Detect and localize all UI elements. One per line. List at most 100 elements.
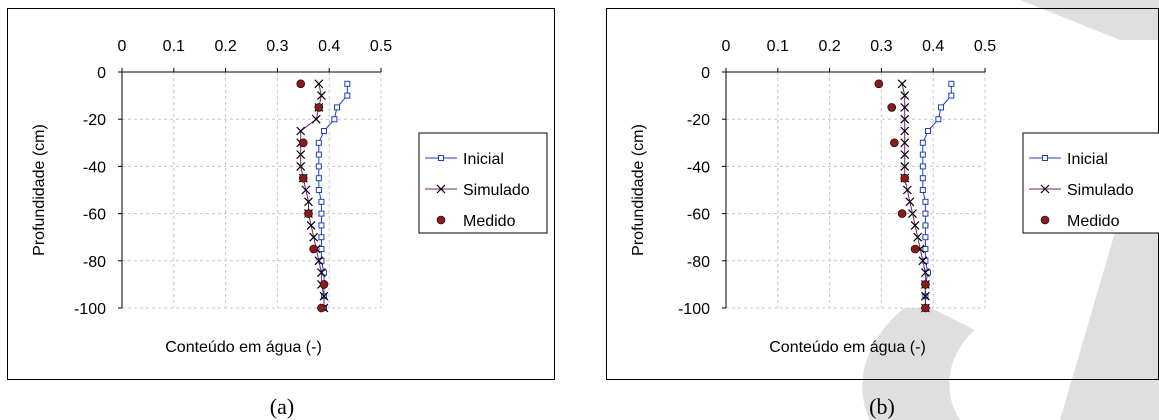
x-tick-label: 0: [722, 38, 731, 55]
data-point: [935, 116, 942, 123]
series-medido: [874, 79, 930, 313]
data-point: [890, 138, 899, 148]
x-tick-label: 0: [118, 38, 127, 55]
data-point: [318, 198, 325, 205]
data-point: [344, 92, 351, 99]
data-point: [333, 104, 340, 111]
x-tick-label: 0.1: [767, 38, 789, 55]
figure-caption: (b): [869, 394, 895, 419]
data-point: [913, 232, 923, 242]
data-point: [910, 220, 920, 230]
data-point: [296, 126, 306, 136]
legend: Inicial Simulado Medido: [418, 132, 548, 234]
data-point: [900, 173, 910, 183]
data-point: [318, 210, 325, 217]
data-point: [301, 185, 311, 195]
figure-caption: (a): [270, 394, 294, 419]
series-inicial: [315, 80, 351, 311]
data-point: [887, 103, 897, 112]
y-tick-label: -100: [74, 301, 106, 318]
legend: Inicial Simulado Medido: [1022, 132, 1159, 234]
legend-marker: [436, 184, 446, 194]
legend-label: Inicial: [463, 151, 504, 168]
legend-label: Simulado: [463, 182, 530, 199]
x-tick-label: 0.4: [922, 38, 944, 55]
y-tick-label: -80: [83, 254, 106, 271]
data-point: [304, 209, 313, 218]
data-point: [314, 103, 324, 112]
data-point: [315, 163, 322, 170]
data-point: [900, 138, 910, 148]
data-point: [921, 291, 930, 301]
data-point: [908, 209, 917, 219]
data-point: [918, 256, 928, 266]
data-point: [919, 187, 926, 193]
data-point: [919, 175, 926, 182]
data-point: [897, 79, 907, 89]
data-point: [921, 268, 930, 278]
data-point: [304, 197, 313, 207]
data-point: [902, 185, 912, 195]
x-tick-label: 0.5: [370, 38, 392, 55]
data-point: [309, 244, 318, 254]
data-point: [937, 104, 944, 111]
y-tick-label: 0: [701, 65, 710, 82]
y-tick-label: -60: [83, 207, 106, 224]
data-point: [948, 92, 955, 99]
plot-area: [122, 72, 381, 308]
data-point: [900, 91, 910, 101]
data-point: [315, 139, 322, 146]
watermark: [862, 0, 1159, 420]
data-point: [900, 150, 910, 160]
data-point: [311, 114, 321, 124]
data-point: [922, 234, 929, 241]
data-point: [919, 139, 926, 146]
y-axis-label: Profundidade (cm): [630, 124, 647, 256]
x-tick-label: 0.3: [870, 38, 892, 55]
data-point: [319, 291, 329, 301]
data-point: [306, 220, 316, 230]
data-point: [318, 234, 325, 241]
data-point: [331, 116, 338, 123]
x-tick-label: 0.5: [974, 38, 996, 55]
data-point: [296, 79, 306, 89]
data-point: [315, 151, 322, 158]
chart-panel-b: 0 0.1 0.2 0.3 0.4 0.5 0 -20 -40 -60 -80 -100 Profund…: [606, 8, 1159, 419]
data-point: [319, 280, 329, 289]
x-tick-label: 0.1: [163, 38, 185, 55]
legend-marker: [438, 155, 444, 161]
data-point: [905, 197, 915, 207]
data-point: [900, 126, 910, 136]
data-point: [315, 187, 322, 193]
y-axis-label: Profundidade (cm): [31, 124, 48, 256]
data-point: [922, 246, 929, 252]
data-point: [296, 161, 306, 171]
plot-area: [726, 72, 985, 308]
y-tick-label: -40: [83, 159, 106, 176]
y-tick-label: -60: [687, 207, 710, 224]
chart-panel-a: 0 0.1 0.2 0.3 0.4 0.5 0 -20 -40 -60 -80 -100 Profund…: [7, 8, 555, 419]
data-point: [919, 163, 926, 170]
series-line: [901, 83, 926, 308]
x-axis-label: Conteúdo em água (-): [769, 339, 926, 356]
data-point: [922, 210, 929, 217]
data-point: [910, 244, 920, 254]
data-point: [318, 222, 325, 229]
legend-marker: [1040, 184, 1050, 194]
data-point: [317, 91, 326, 101]
x-tick-label: 0.3: [266, 38, 288, 55]
data-point: [897, 209, 907, 218]
chart-frame: [7, 8, 555, 380]
legend-label: Inicial: [1067, 151, 1108, 168]
y-tick-label: -20: [83, 112, 106, 129]
y-tick-label: 0: [97, 65, 106, 82]
data-point: [296, 150, 306, 160]
legend-label: Simulado: [1067, 182, 1134, 199]
data-point: [314, 256, 324, 266]
y-tick-label: -40: [687, 159, 710, 176]
data-point: [344, 80, 351, 87]
legend-label: Medido: [463, 213, 516, 230]
data-point: [900, 161, 910, 171]
data-point: [321, 128, 328, 134]
